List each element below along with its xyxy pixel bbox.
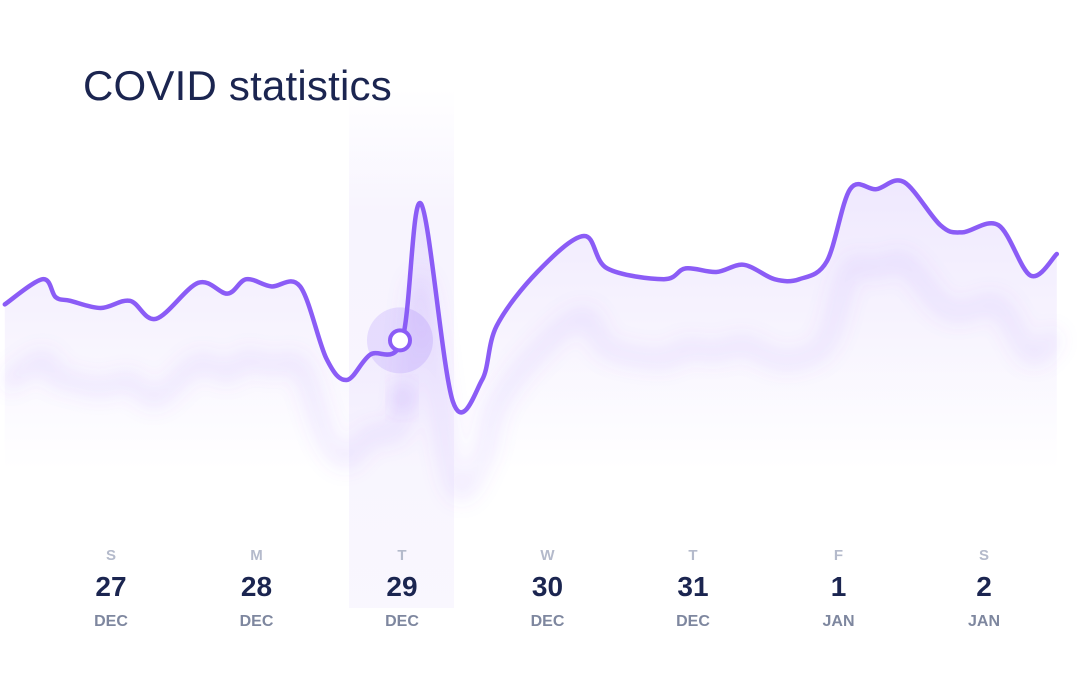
data-point-29 <box>824 258 830 264</box>
data-point-10 <box>268 283 274 289</box>
selected-point[interactable] <box>388 328 412 353</box>
x-tick-3[interactable]: W 30 DEC <box>488 545 608 637</box>
chart-title: COVID statistics <box>83 62 392 109</box>
x-tick-day: 28 <box>240 571 273 602</box>
x-tick-month: JAN <box>967 613 1000 630</box>
data-point-35 <box>996 222 1002 228</box>
data-point-2 <box>53 294 59 300</box>
x-tick-4[interactable]: T 31 DEC <box>633 545 753 637</box>
data-point-27 <box>771 276 777 282</box>
data-point-1 <box>40 276 46 282</box>
data-point-23 <box>661 276 667 282</box>
selected-point-shadow <box>390 386 414 411</box>
data-point-11 <box>297 283 303 289</box>
x-tick-month: DEC <box>239 613 274 630</box>
data-point-21 <box>581 233 587 239</box>
series-area <box>4 180 1057 470</box>
x-tick-day: 29 <box>386 571 418 602</box>
data-point-25 <box>713 269 719 275</box>
series-line-cases <box>2 178 1060 415</box>
data-point-33 <box>937 222 943 228</box>
x-tick-day: 30 <box>531 571 564 602</box>
data-point-18 <box>479 377 485 383</box>
x-tick-day: 2 <box>976 571 992 602</box>
data-point-22 <box>604 265 610 271</box>
data-point-26 <box>741 262 747 268</box>
x-tick-weekday: F <box>833 547 844 564</box>
x-tick-5[interactable]: F 1 JAN <box>779 545 899 637</box>
data-point-20 <box>534 269 540 275</box>
data-point-34 <box>959 229 965 235</box>
data-point-13 <box>344 377 350 383</box>
x-tick-2[interactable]: T 29 DEC <box>342 545 462 637</box>
data-point-17 <box>450 399 456 405</box>
x-tick-weekday: W <box>540 547 555 564</box>
data-point-37 <box>1054 251 1060 257</box>
data-point-36 <box>1028 273 1034 279</box>
data-point-19 <box>494 323 500 329</box>
x-tick-6[interactable]: S 2 JAN <box>924 545 1044 637</box>
data-point-8 <box>224 291 230 297</box>
x-tick-weekday: T <box>397 547 407 564</box>
x-tick-month: JAN <box>822 613 855 630</box>
data-point-5 <box>127 298 133 304</box>
data-point-30 <box>847 186 853 192</box>
x-tick-1[interactable]: M 28 DEC <box>197 545 317 637</box>
data-point-0 <box>2 301 8 307</box>
series-shadow <box>0 252 1063 501</box>
data-point-12 <box>323 355 329 361</box>
data-point-32 <box>901 179 907 185</box>
data-point-6 <box>153 316 159 322</box>
x-tick-month: DEC <box>385 613 419 630</box>
data-point-28 <box>796 276 802 282</box>
x-tick-month: DEC <box>94 613 128 630</box>
x-tick-day: 1 <box>830 571 847 602</box>
data-point-3 <box>67 298 73 304</box>
x-tick-day: 31 <box>677 571 709 602</box>
data-point-24 <box>683 265 689 271</box>
x-tick-0[interactable]: S 27 DEC <box>51 545 171 637</box>
x-tick-weekday: S <box>105 547 116 564</box>
data-point-4 <box>98 305 104 311</box>
x-tick-month: DEC <box>530 613 565 630</box>
x-tick-day: 27 <box>95 571 127 602</box>
x-tick-weekday: T <box>688 547 698 564</box>
x-tick-weekday: M <box>250 547 263 564</box>
data-point-16 <box>418 201 424 207</box>
x-tick-month: DEC <box>676 613 710 630</box>
x-tick-weekday: S <box>978 547 989 564</box>
data-point-7 <box>195 280 201 286</box>
data-point-9 <box>243 276 249 282</box>
data-point-31 <box>873 186 879 192</box>
